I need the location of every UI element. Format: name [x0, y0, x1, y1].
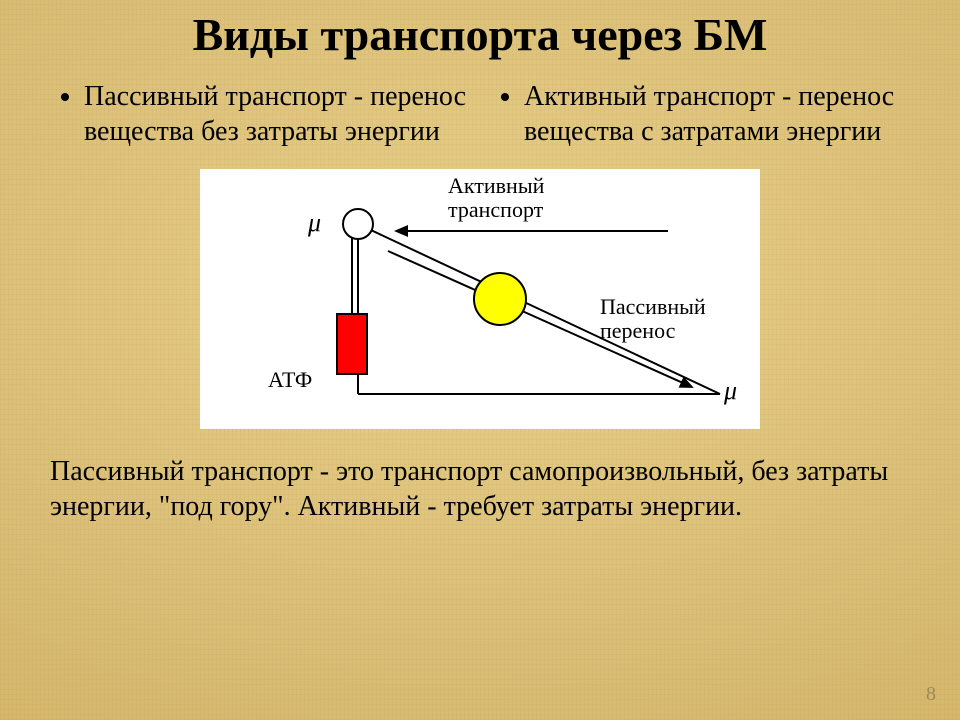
- bullet-right: Активный транспорт - перенос вещества с …: [524, 79, 910, 149]
- svg-text:Активныйтранспорт: Активныйтранспорт: [448, 173, 545, 222]
- diagram: Активныйтранспорт Пассивныйперенос АТФ μ…: [200, 169, 760, 434]
- page-title: Виды транспорта через БМ: [50, 10, 910, 61]
- svg-text:μ: μ: [723, 376, 737, 405]
- bullet-left: Пассивный транспорт - перенос вещества б…: [84, 79, 470, 149]
- bottom-paragraph: Пассивный транспорт - это транспорт само…: [50, 454, 910, 524]
- bullet-columns: Пассивный транспорт - перенос вещества б…: [50, 79, 910, 149]
- svg-text:АТФ: АТФ: [268, 367, 312, 392]
- svg-text:μ: μ: [307, 208, 321, 237]
- page-number: 8: [926, 683, 936, 706]
- svg-text:Пассивныйперенос: Пассивныйперенос: [600, 294, 706, 343]
